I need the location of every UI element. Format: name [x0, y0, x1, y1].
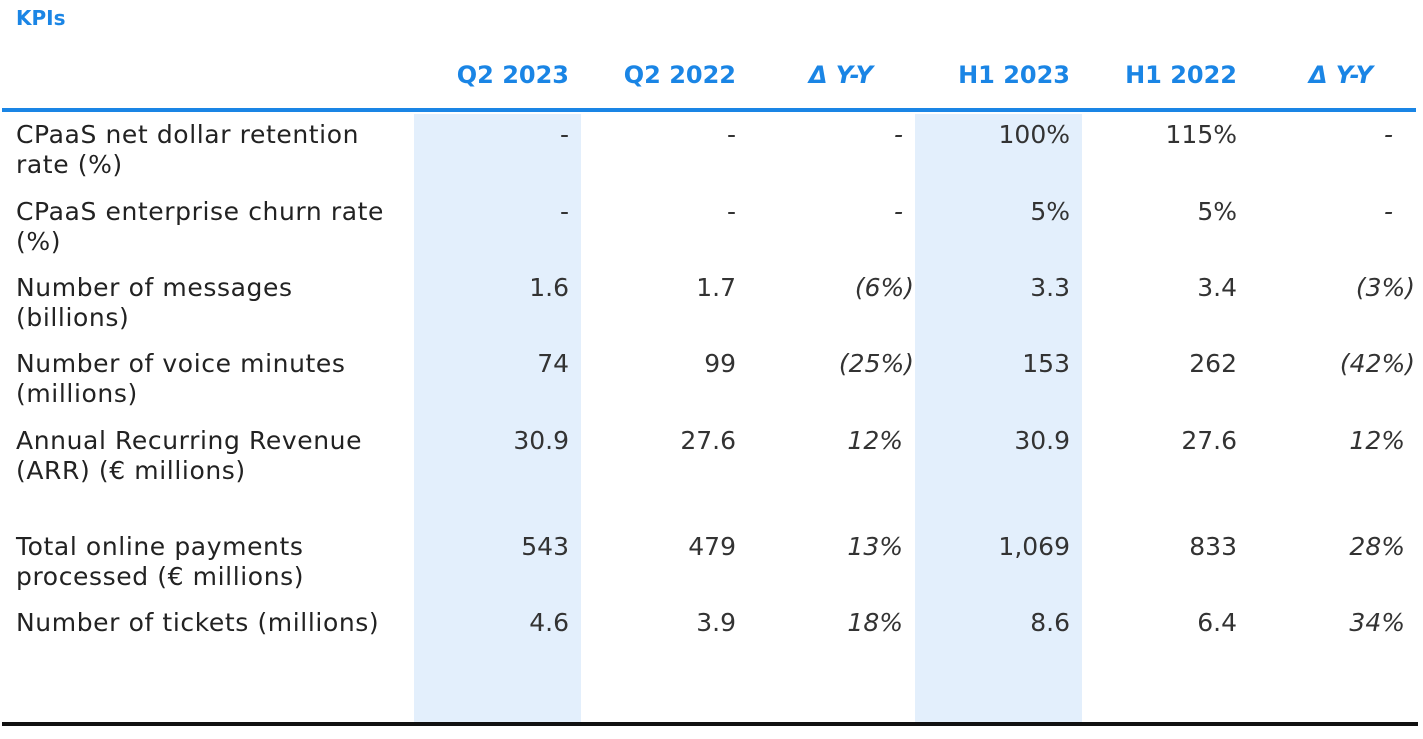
cell-h1-2022: 115% — [1165, 120, 1237, 149]
cell-q2-2022: 479 — [688, 532, 736, 561]
cell-delta-h1: 28% — [1349, 532, 1405, 561]
cell-delta-q2: - — [893, 197, 903, 226]
page-title: KPIs — [16, 6, 66, 30]
cell-delta-h1: (42%) — [1339, 349, 1415, 378]
cell-q2-2023: 4.6 — [529, 608, 569, 637]
cell-q2-2022: 3.9 — [696, 608, 736, 637]
cell-q2-2023: - — [559, 197, 569, 226]
header-rule — [2, 108, 1416, 112]
highlight-band-h1-2023 — [915, 114, 1082, 722]
header-delta-q2: Δ Y-Y — [808, 61, 873, 89]
cell-q2-2022: 27.6 — [680, 426, 736, 455]
cell-delta-h1: - — [1383, 120, 1393, 149]
cell-h1-2023: 5% — [1030, 197, 1070, 226]
cell-h1-2023: 30.9 — [1014, 426, 1070, 455]
cell-q2-2023: 30.9 — [513, 426, 569, 455]
row-label: Number of tickets (millions) — [16, 608, 380, 637]
cell-delta-q2: 12% — [847, 426, 903, 455]
cell-q2-2022: 1.7 — [696, 273, 736, 302]
cell-h1-2022: 833 — [1189, 532, 1237, 561]
cell-delta-q2: 13% — [847, 532, 903, 561]
cell-q2-2023: - — [559, 120, 569, 149]
header-h1-2022: H1 2022 — [1125, 61, 1237, 89]
cell-q2-2023: 543 — [521, 532, 569, 561]
cell-q2-2022: - — [726, 120, 736, 149]
cell-h1-2022: 3.4 — [1197, 273, 1237, 302]
cell-h1-2022: 27.6 — [1181, 426, 1237, 455]
header-q2-2023: Q2 2023 — [456, 61, 569, 89]
cell-delta-h1: 34% — [1349, 608, 1405, 637]
cell-h1-2022: 6.4 — [1197, 608, 1237, 637]
row-label: Number of voice minutes (millions) — [16, 349, 346, 408]
cell-h1-2023: 3.3 — [1030, 273, 1070, 302]
cell-h1-2023: 100% — [998, 120, 1070, 149]
header-delta-h1: Δ Y-Y — [1308, 61, 1373, 89]
cell-delta-q2: (25%) — [838, 349, 914, 378]
cell-delta-q2: (6%) — [854, 273, 914, 302]
row-label: CPaaS enterprise churn rate (%) — [16, 197, 385, 256]
header-q2-2022: Q2 2022 — [623, 61, 736, 89]
cell-q2-2022: 99 — [704, 349, 736, 378]
cell-delta-q2: - — [893, 120, 903, 149]
cell-delta-q2: 18% — [847, 608, 903, 637]
cell-delta-h1: (3%) — [1355, 273, 1415, 302]
highlight-band-q2-2023 — [414, 114, 581, 722]
cell-h1-2022: 262 — [1189, 349, 1237, 378]
header-h1-2023: H1 2023 — [958, 61, 1070, 89]
cell-h1-2023: 153 — [1022, 349, 1070, 378]
bottom-rule — [2, 722, 1418, 726]
cell-h1-2022: 5% — [1197, 197, 1237, 226]
row-label: Number of messages (billions) — [16, 273, 293, 332]
cell-delta-h1: 12% — [1349, 426, 1405, 455]
row-label: Annual Recurring Revenue (ARR) (€ millio… — [16, 426, 363, 485]
row-label: CPaaS net dollar retention rate (%) — [16, 120, 360, 179]
cell-h1-2023: 1,069 — [998, 532, 1070, 561]
cell-h1-2023: 8.6 — [1030, 608, 1070, 637]
cell-q2-2022: - — [726, 197, 736, 226]
cell-q2-2023: 74 — [537, 349, 569, 378]
cell-q2-2023: 1.6 — [529, 273, 569, 302]
cell-delta-h1: - — [1383, 197, 1393, 226]
row-label: Total online payments processed (€ milli… — [16, 532, 305, 591]
